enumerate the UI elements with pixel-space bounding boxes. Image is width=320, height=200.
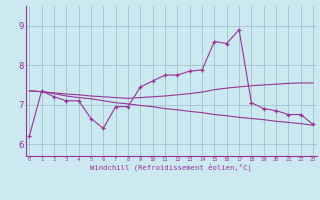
- X-axis label: Windchill (Refroidissement éolien,°C): Windchill (Refroidissement éolien,°C): [90, 164, 252, 171]
